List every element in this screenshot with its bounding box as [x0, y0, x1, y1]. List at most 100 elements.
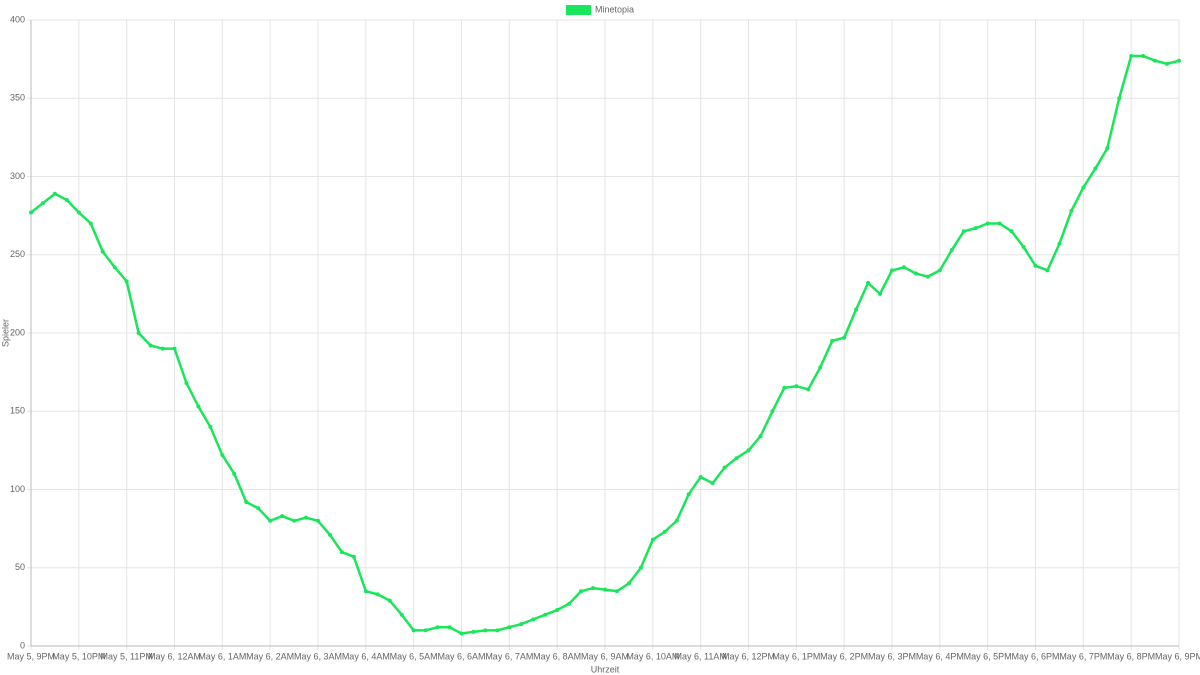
- x-axis-label: Uhrzeit: [591, 664, 620, 674]
- legend-label: Minetopia: [595, 4, 634, 14]
- data-point: [172, 346, 177, 351]
- data-point: [232, 471, 237, 476]
- data-point: [1033, 263, 1038, 268]
- data-point: [770, 409, 775, 414]
- data-point: [937, 268, 942, 273]
- data-point: [985, 221, 990, 226]
- x-tick-label: May 6, 2AM: [246, 651, 294, 661]
- data-point: [925, 274, 930, 279]
- data-point: [280, 514, 285, 519]
- x-tick-label: May 6, 8AM: [533, 651, 581, 661]
- data-point: [878, 291, 883, 296]
- data-point: [698, 474, 703, 479]
- data-point: [1057, 241, 1062, 246]
- data-point: [890, 268, 894, 273]
- data-point: [471, 629, 476, 634]
- x-tick-label: May 6, 5AM: [390, 651, 438, 661]
- data-point: [830, 338, 835, 343]
- y-tick-label: 250: [10, 249, 25, 259]
- x-tick-label: May 6, 3PM: [868, 651, 916, 661]
- data-point: [734, 456, 739, 461]
- data-point: [1009, 229, 1014, 234]
- data-point: [1177, 58, 1181, 63]
- x-tick-label: May 6, 8PM: [1107, 651, 1155, 661]
- x-tick-label: May 6, 9AM: [581, 651, 629, 661]
- data-point: [746, 448, 751, 453]
- data-point: [292, 518, 297, 523]
- x-tick-label: May 6, 3AM: [294, 651, 342, 661]
- data-point: [973, 226, 978, 231]
- x-tick-label: May 5, 10PM: [52, 651, 105, 661]
- data-point: [507, 625, 512, 630]
- data-point: [710, 481, 715, 486]
- data-point: [29, 210, 33, 215]
- x-tick-label: May 6, 9PM: [1155, 651, 1200, 661]
- data-point: [806, 387, 811, 392]
- data-point: [411, 628, 416, 633]
- data-point: [124, 279, 129, 284]
- data-point: [40, 201, 45, 206]
- data-point: [758, 434, 763, 439]
- x-tick-label: May 5, 11PM: [100, 651, 152, 661]
- data-point: [148, 343, 153, 348]
- data-point: [662, 529, 667, 534]
- y-tick-label: 50: [15, 562, 25, 572]
- y-tick-label: 400: [10, 14, 25, 24]
- data-point: [64, 197, 69, 202]
- data-point: [626, 581, 631, 586]
- data-point: [579, 589, 584, 594]
- data-point: [519, 622, 524, 627]
- data-point: [603, 587, 607, 592]
- data-point: [1081, 185, 1086, 190]
- data-point: [459, 631, 464, 636]
- data-point: [614, 589, 619, 594]
- data-point: [901, 265, 906, 270]
- data-point: [375, 592, 380, 597]
- data-point: [256, 506, 261, 511]
- x-tick-label: May 6, 11AM: [674, 651, 726, 661]
- data-point: [495, 628, 500, 633]
- y-tick-label: 150: [10, 406, 25, 416]
- data-point: [1045, 268, 1050, 273]
- data-point: [531, 617, 536, 622]
- data-point: [363, 589, 368, 594]
- data-point: [591, 586, 596, 591]
- data-point: [567, 601, 572, 606]
- x-tick-label: May 6, 4PM: [916, 651, 964, 661]
- data-point: [304, 515, 309, 520]
- data-point: [208, 424, 213, 429]
- data-point: [866, 280, 871, 285]
- data-point: [638, 565, 643, 570]
- data-point: [1069, 208, 1074, 213]
- data-point: [854, 307, 859, 312]
- y-tick-label: 100: [10, 484, 25, 494]
- x-tick-label: May 6, 1PM: [772, 651, 820, 661]
- data-point: [387, 598, 392, 603]
- data-point: [997, 221, 1002, 226]
- data-point: [160, 346, 165, 351]
- data-point: [686, 492, 691, 497]
- data-point: [913, 271, 918, 276]
- data-point: [435, 625, 440, 630]
- data-point: [842, 335, 847, 340]
- data-point: [1105, 146, 1110, 151]
- data-point: [1153, 58, 1158, 63]
- data-point: [52, 191, 57, 196]
- data-point: [483, 628, 488, 633]
- data-point: [1141, 53, 1146, 58]
- y-axis-label: Spieler: [0, 319, 10, 347]
- data-point: [782, 385, 787, 390]
- y-tick-label: 350: [10, 93, 25, 103]
- data-point: [327, 532, 332, 537]
- data-point: [339, 550, 344, 555]
- data-point: [100, 249, 105, 254]
- x-tick-label: May 6, 4AM: [342, 651, 390, 661]
- data-point: [1165, 61, 1170, 66]
- data-point: [423, 628, 428, 633]
- data-point: [112, 265, 117, 270]
- data-point: [316, 518, 320, 523]
- data-point: [818, 365, 823, 370]
- data-point: [244, 500, 249, 505]
